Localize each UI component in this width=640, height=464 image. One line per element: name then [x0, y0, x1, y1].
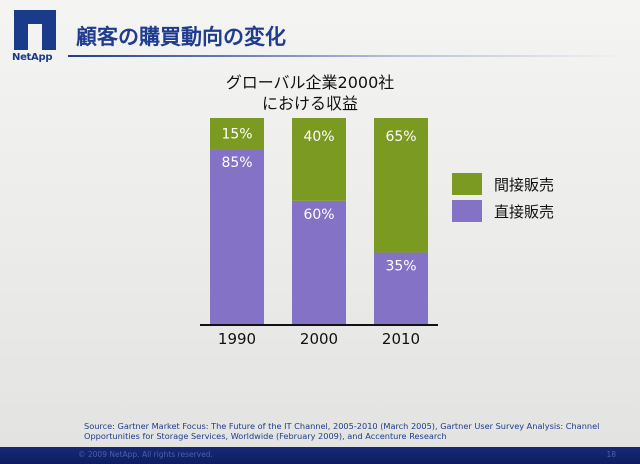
x-tick-label-1990: 1990: [218, 330, 256, 348]
bar-segment-1990-direct: [210, 149, 264, 325]
source-citation: Source: Gartner Market Focus: The Future…: [84, 421, 600, 441]
data-label-2000-indirect: 40%: [303, 129, 334, 145]
netapp-logo-icon: [14, 10, 56, 50]
bar-segment-2000-direct: [292, 200, 346, 325]
data-label-1990-direct: 85%: [221, 155, 252, 171]
legend-label-direct: 直接販売: [494, 202, 555, 221]
title-divider: [68, 55, 628, 57]
chart-title: グローバル企業2000社 における収益: [190, 72, 430, 114]
bar-segment-2010-direct: [374, 252, 428, 325]
logo-text: NetApp: [12, 52, 53, 63]
legend-item-direct: 直接販売: [452, 200, 554, 222]
bar-segment-1990-indirect: [210, 118, 264, 150]
page-number: 18: [606, 450, 616, 459]
legend-label-indirect: 間接販売: [494, 175, 555, 194]
chart-title-line-2: における収益: [261, 94, 358, 113]
x-tick-label-2010: 2010: [382, 330, 420, 348]
footer-bar: © 2009 NetApp. All rights reserved. 18: [0, 447, 640, 464]
netapp-logo: NetApp: [10, 10, 60, 65]
data-label-2010-indirect: 65%: [385, 129, 416, 145]
bar-segment-2000-indirect: [292, 118, 346, 201]
page-title: 顧客の購買動向の変化: [76, 25, 286, 49]
bar-segment-2010-indirect: [374, 118, 428, 253]
data-label-2000-direct: 60%: [303, 207, 334, 223]
data-label-1990-indirect: 15%: [221, 127, 252, 143]
x-tick-label-2000: 2000: [300, 330, 338, 348]
legend-swatch-direct: [452, 200, 482, 222]
legend-swatch-indirect: [452, 173, 482, 195]
legend-item-indirect: 間接販売: [452, 173, 554, 195]
chart-title-line-1: グローバル企業2000社: [225, 73, 395, 92]
data-label-2010-direct: 35%: [385, 259, 416, 275]
copyright-text: © 2009 NetApp. All rights reserved.: [78, 450, 213, 459]
